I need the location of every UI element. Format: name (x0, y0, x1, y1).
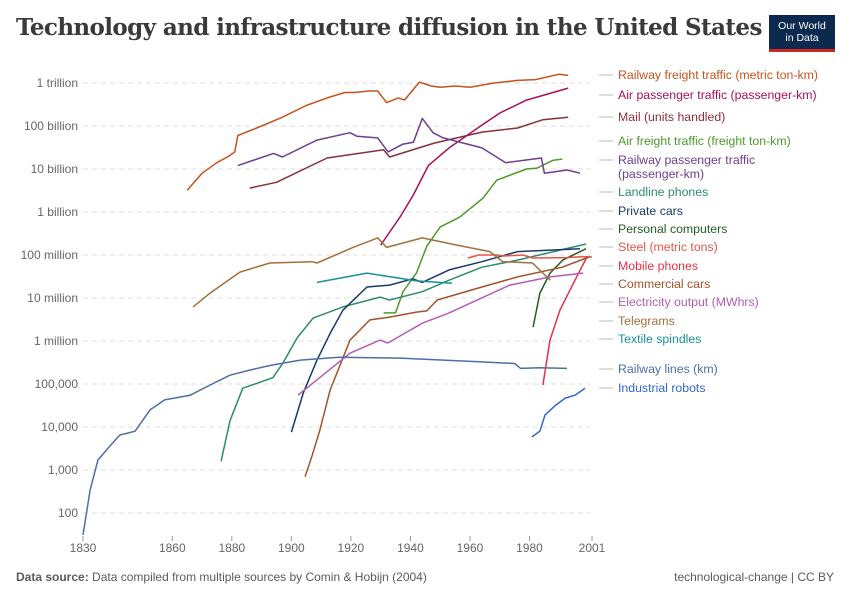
logo-line-1: Our World (778, 20, 826, 32)
y-tick-label: 1 million (34, 334, 78, 348)
series-line (383, 158, 563, 314)
series-line (186, 73, 569, 191)
series-line (249, 116, 569, 189)
logo-line-2: in Data (785, 32, 819, 44)
legend-label: Air freight traffic (freight ton-km) (618, 134, 791, 148)
y-tick-label: 1 billion (37, 205, 78, 219)
footer-license[interactable]: technological-change | CC BY (674, 570, 834, 584)
legend-label: Air passenger traffic (passenger-km) (618, 88, 817, 102)
source-label: Data source: (16, 570, 89, 584)
x-tick-label: 1880 (218, 541, 245, 555)
y-tick-label: 100 billion (24, 119, 78, 133)
series-line (237, 117, 581, 174)
x-tick-label: 1900 (278, 541, 305, 555)
y-tick-label: 1,000 (48, 463, 78, 477)
y-tick-label: 1 trillion (37, 76, 78, 90)
y-tick-label: 100 million (21, 248, 78, 262)
series-line (316, 272, 453, 285)
y-tick-label: 10,000 (41, 420, 78, 434)
y-tick-label: 100 (58, 506, 78, 520)
series-line (532, 248, 587, 328)
legend-label: Mail (units handled) (618, 110, 725, 124)
series-line (380, 87, 569, 246)
x-tick-label: 2001 (579, 541, 606, 555)
series-line (542, 256, 588, 386)
owid-logo[interactable]: Our World in Data (769, 15, 835, 52)
x-tick-label: 1960 (457, 541, 484, 555)
x-tick-label: 1980 (516, 541, 543, 555)
legend-label: Railway lines (km) (618, 362, 718, 376)
legend-label: Industrial robots (618, 381, 706, 395)
y-axis: 1 trillion 100 billion 10 billion 1 billion… (21, 76, 79, 520)
series-line (467, 254, 593, 259)
legend-label: Railway freight traffic (metric ton-km) (618, 68, 818, 82)
legend-label: Private cars (618, 204, 683, 218)
legend-label: Commercial cars (618, 277, 710, 291)
series-line (82, 356, 568, 536)
legend: Railway freight traffic (metric ton-km) A… (599, 68, 818, 395)
series-line (531, 387, 586, 438)
chart-title: Technology and infrastructure diffusion … (16, 14, 762, 41)
gridlines (83, 82, 590, 514)
x-tick-label: 1940 (397, 541, 424, 555)
series-line (220, 243, 587, 462)
series-line (192, 237, 551, 308)
series-line (290, 247, 581, 433)
legend-label: Electricity output (MWhrs) (618, 295, 759, 309)
series-line (297, 272, 584, 396)
series-lines (82, 73, 593, 536)
y-tick-label: 10 billion (31, 162, 78, 176)
x-axis: 1830 1860 1880 1900 1920 1940 1960 1980 2001 (70, 536, 606, 555)
x-tick-label: 1830 (70, 541, 97, 555)
legend-label: Landline phones (618, 185, 708, 199)
data-source: Data source: Data compiled from multiple… (16, 570, 427, 584)
legend-label: Railway passenger traffic (passenger-km) (618, 153, 755, 181)
series-line (304, 256, 590, 477)
x-tick-label: 1860 (159, 541, 186, 555)
source-text[interactable]: Data compiled from multiple sources by C… (92, 570, 427, 584)
y-tick-label: 100,000 (35, 377, 79, 391)
x-tick-label: 1920 (338, 541, 365, 555)
legend-label: Steel (metric tons) (618, 240, 718, 254)
y-tick-label: 10 million (27, 291, 78, 305)
legend-label: Personal computers (618, 222, 727, 236)
legend-label: Telegrams (618, 314, 675, 328)
legend-label: Mobile phones (618, 259, 698, 273)
legend-label: Textile spindles (618, 332, 701, 346)
